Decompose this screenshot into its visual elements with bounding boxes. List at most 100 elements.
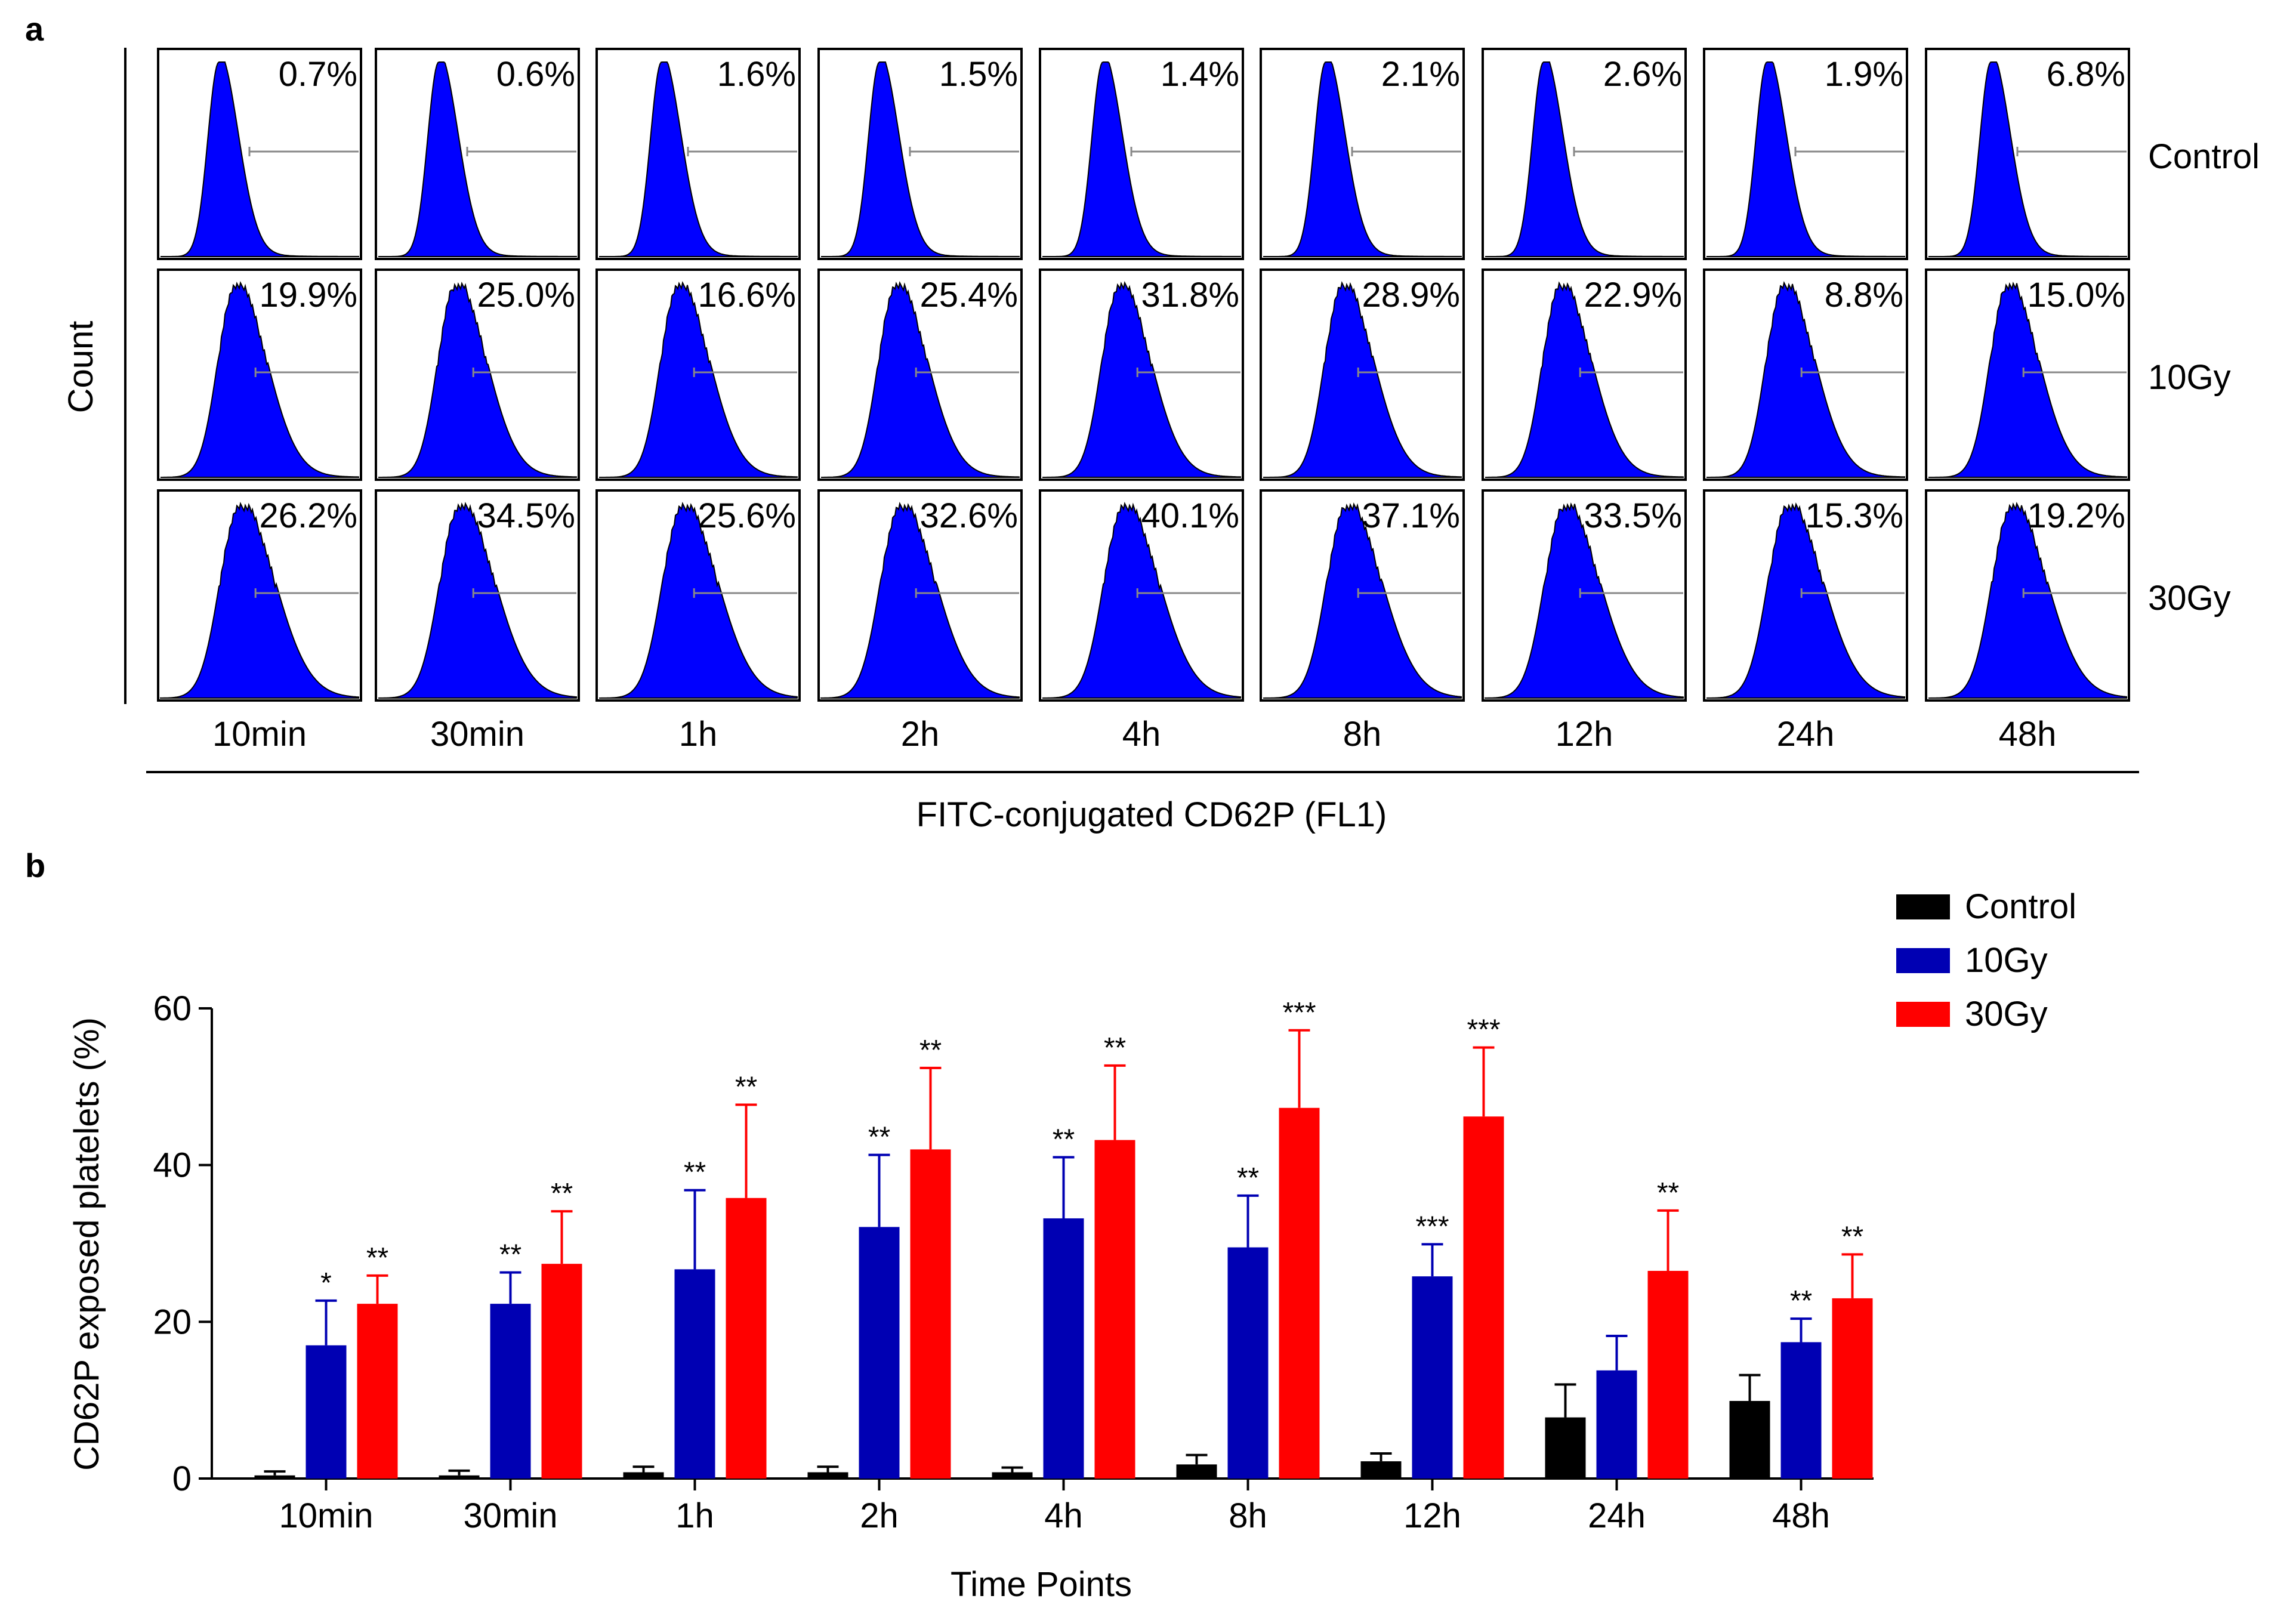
panel-a-y-axis-label: Count bbox=[61, 321, 100, 413]
x-tick-label: 1h bbox=[675, 1496, 714, 1535]
time-point-label: 2h bbox=[901, 715, 940, 754]
legend-swatch bbox=[1896, 948, 1950, 973]
histogram-curve bbox=[1042, 61, 1241, 257]
significance-marker: *** bbox=[1467, 1014, 1500, 1046]
bar-control bbox=[992, 1472, 1033, 1479]
histogram-curve bbox=[1485, 502, 1684, 699]
histogram-curve bbox=[1928, 282, 2127, 478]
gate-percentage: 1.9% bbox=[1825, 55, 1903, 94]
gate-percentage: 0.6% bbox=[496, 55, 575, 94]
histogram-panel: 33.5% bbox=[1482, 489, 1687, 702]
histogram-panel: 25.6% bbox=[595, 489, 801, 702]
bar-30gy bbox=[910, 1149, 951, 1479]
significance-marker: ** bbox=[919, 1035, 942, 1066]
histogram-panel: 28.9% bbox=[1260, 268, 1465, 481]
histogram-panel: 32.6% bbox=[817, 489, 1023, 702]
histogram-panel: 31.8% bbox=[1039, 268, 1244, 481]
histogram-curve bbox=[1042, 502, 1241, 699]
histogram-curve bbox=[378, 282, 577, 478]
legend-label: 10Gy bbox=[1965, 941, 2048, 980]
gate-percentage: 0.7% bbox=[279, 55, 357, 94]
panel-a-x-axis-label: FITC-conjugated CD62P (FL1) bbox=[916, 795, 1387, 834]
bar-control bbox=[439, 1475, 480, 1479]
significance-marker: ** bbox=[366, 1242, 388, 1274]
significance-marker: ** bbox=[1104, 1032, 1126, 1064]
panel-b-label: b bbox=[25, 847, 45, 884]
time-point-label: 48h bbox=[1999, 715, 2057, 754]
significance-marker: ** bbox=[1657, 1177, 1679, 1209]
y-tick-label: 40 bbox=[153, 1146, 192, 1185]
time-point-label: 8h bbox=[1343, 715, 1382, 754]
bar-10gy bbox=[674, 1269, 715, 1479]
histogram-panel: 1.9% bbox=[1703, 48, 1908, 260]
legend-item-control: Control bbox=[1896, 887, 2076, 926]
significance-marker: ** bbox=[1841, 1221, 1863, 1252]
legend-swatch bbox=[1896, 1002, 1950, 1027]
significance-marker: *** bbox=[1282, 997, 1316, 1029]
histogram-panel: 22.9% bbox=[1482, 268, 1687, 481]
histogram-panel: 25.0% bbox=[375, 268, 580, 481]
bar-10gy bbox=[490, 1304, 531, 1479]
histogram-panel: 34.5% bbox=[375, 489, 580, 702]
histogram-panel: 1.4% bbox=[1039, 48, 1244, 260]
gate-percentage: 25.4% bbox=[920, 276, 1018, 314]
bar-control bbox=[1545, 1417, 1586, 1479]
bar-control bbox=[1360, 1461, 1402, 1479]
time-point-label: 30min bbox=[430, 715, 524, 754]
gate-percentage: 34.5% bbox=[477, 496, 575, 535]
x-tick-label: 12h bbox=[1403, 1496, 1461, 1535]
time-point-label: 24h bbox=[1777, 715, 1835, 754]
histogram-panel: 1.6% bbox=[595, 48, 801, 260]
bar-control bbox=[1729, 1400, 1770, 1479]
significance-marker: ** bbox=[684, 1157, 706, 1189]
time-point-label: 10min bbox=[212, 715, 307, 754]
gate-percentage: 2.6% bbox=[1603, 55, 1682, 94]
bar-10gy bbox=[1596, 1370, 1637, 1479]
bar-30gy bbox=[357, 1304, 398, 1479]
x-tick-label: 8h bbox=[1229, 1496, 1267, 1535]
bar-control bbox=[807, 1472, 848, 1479]
histogram-panel: 0.7% bbox=[157, 48, 362, 260]
significance-marker: ** bbox=[551, 1178, 573, 1209]
chart-x-axis-title: Time Points bbox=[951, 1565, 1132, 1604]
bar-chart: CD62P exposed platelets (%) Time Points … bbox=[67, 989, 1874, 1604]
bar-10gy bbox=[305, 1345, 347, 1479]
gate-percentage: 33.5% bbox=[1584, 496, 1682, 535]
bar-30gy bbox=[1094, 1140, 1135, 1479]
bar-30gy bbox=[1463, 1116, 1504, 1479]
x-tick-label: 4h bbox=[1044, 1496, 1083, 1535]
legend-item-30gy: 30Gy bbox=[1896, 995, 2048, 1033]
histogram-curve bbox=[1485, 61, 1684, 257]
x-tick-label: 30min bbox=[464, 1496, 558, 1535]
gate-percentage: 6.8% bbox=[2047, 55, 2125, 94]
histogram-curve bbox=[821, 61, 1020, 257]
bar-control bbox=[1176, 1464, 1217, 1479]
gate-percentage: 15.3% bbox=[1806, 496, 1903, 535]
gate-percentage: 28.9% bbox=[1362, 276, 1460, 314]
histogram-curve bbox=[1706, 281, 1905, 478]
histogram-curve bbox=[1042, 281, 1241, 478]
x-tick-label: 48h bbox=[1772, 1496, 1830, 1535]
gate-percentage: 19.9% bbox=[260, 276, 357, 314]
gate-percentage: 16.6% bbox=[698, 276, 796, 314]
histogram-curve bbox=[821, 281, 1020, 478]
gate-percentage: 37.1% bbox=[1362, 496, 1460, 535]
histogram-curve bbox=[1928, 502, 2127, 699]
histogram-panel: 1.5% bbox=[817, 48, 1023, 260]
significance-marker: ** bbox=[1053, 1124, 1075, 1156]
bar-10gy bbox=[1227, 1247, 1269, 1479]
histogram-curve bbox=[1263, 280, 1462, 478]
gate-percentage: 1.6% bbox=[717, 55, 796, 94]
gate-percentage: 19.2% bbox=[2027, 496, 2125, 535]
histogram-curve bbox=[1263, 502, 1462, 699]
histogram-panel: 16.6% bbox=[595, 268, 801, 481]
legend-label: Control bbox=[1965, 887, 2076, 926]
histogram-panel: 15.3% bbox=[1703, 489, 1908, 702]
row-label: Control bbox=[2148, 137, 2260, 176]
bar-10gy bbox=[859, 1227, 900, 1479]
bar-30gy bbox=[1832, 1298, 1873, 1479]
histogram-grid: Control 0.7% 0.6% 1.6% 1.5% 1.4% 2.1% 2.6% 1.9% 6… bbox=[157, 48, 2260, 754]
histogram-panel: 37.1% bbox=[1260, 489, 1465, 702]
gate-percentage: 2.1% bbox=[1381, 55, 1460, 94]
